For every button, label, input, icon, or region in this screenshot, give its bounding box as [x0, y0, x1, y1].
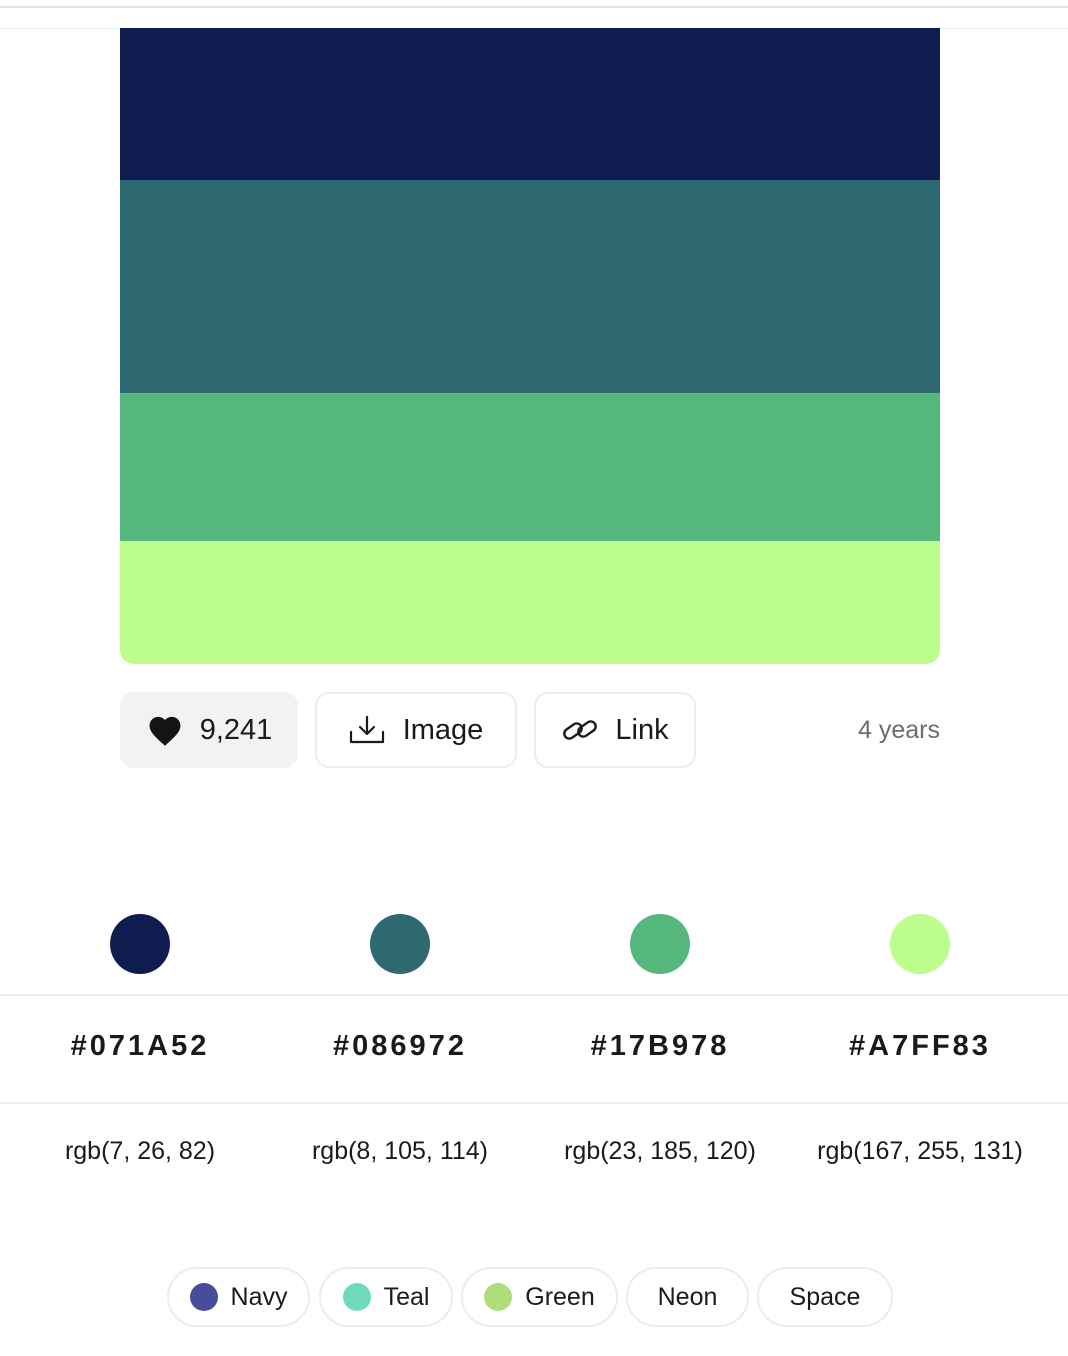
- hex-value[interactable]: #071A52: [70, 1030, 210, 1062]
- palette-swatch[interactable]: [120, 28, 940, 180]
- rgb-value[interactable]: rgb(167, 255, 131): [817, 1137, 1023, 1165]
- color-dot[interactable]: [890, 914, 950, 974]
- tag-green[interactable]: Green: [461, 1267, 618, 1327]
- palette-preview[interactable]: [120, 28, 940, 664]
- hex-value[interactable]: #17B978: [590, 1030, 730, 1062]
- like-count: 9,241: [199, 713, 273, 746]
- image-label: Image: [402, 713, 484, 746]
- rgb-value[interactable]: rgb(8, 105, 114): [311, 1137, 489, 1165]
- palette-swatch[interactable]: [120, 541, 940, 664]
- tag-neon[interactable]: Neon: [626, 1267, 749, 1327]
- link-icon: [561, 715, 599, 745]
- tag-label: Teal: [383, 1282, 430, 1311]
- color-dot[interactable]: [110, 914, 170, 974]
- tag-color-dot: [189, 1283, 218, 1311]
- color-dot[interactable]: [370, 914, 430, 974]
- tag-navy[interactable]: Navy: [167, 1267, 310, 1327]
- like-button[interactable]: 9,241: [120, 692, 298, 768]
- download-image-button[interactable]: Image: [315, 692, 517, 768]
- divider: [0, 994, 1068, 996]
- palette-age: 4 years: [858, 715, 940, 744]
- tag-space[interactable]: Space: [757, 1267, 893, 1327]
- hex-value[interactable]: #A7FF83: [849, 1030, 991, 1062]
- top-divider: [0, 6, 1068, 8]
- palette-swatch[interactable]: [120, 393, 940, 541]
- tag-label: Space: [789, 1282, 861, 1311]
- tag-color-dot: [342, 1283, 371, 1311]
- tag-list: Navy Teal Green Neon Space: [0, 1267, 1068, 1327]
- color-dots: [0, 914, 1068, 974]
- tag-label: Green: [525, 1282, 595, 1311]
- heart-icon: [146, 713, 184, 747]
- download-icon: [349, 715, 385, 745]
- copy-link-button[interactable]: Link: [534, 692, 696, 768]
- rgb-value[interactable]: rgb(23, 185, 120): [564, 1137, 756, 1165]
- link-label: Link: [615, 713, 669, 746]
- tag-teal[interactable]: Teal: [319, 1267, 453, 1327]
- palette-swatch[interactable]: [120, 180, 940, 393]
- color-dot[interactable]: [630, 914, 690, 974]
- tag-color-dot: [484, 1283, 513, 1311]
- hex-value[interactable]: #086972: [333, 1030, 467, 1062]
- rgb-value[interactable]: rgb(7, 26, 82): [64, 1137, 216, 1165]
- palette-actions: 9,241 Image Link 4 years: [120, 692, 940, 768]
- tag-label: Neon: [657, 1282, 718, 1311]
- tag-label: Navy: [230, 1282, 288, 1311]
- divider: [0, 1102, 1068, 1104]
